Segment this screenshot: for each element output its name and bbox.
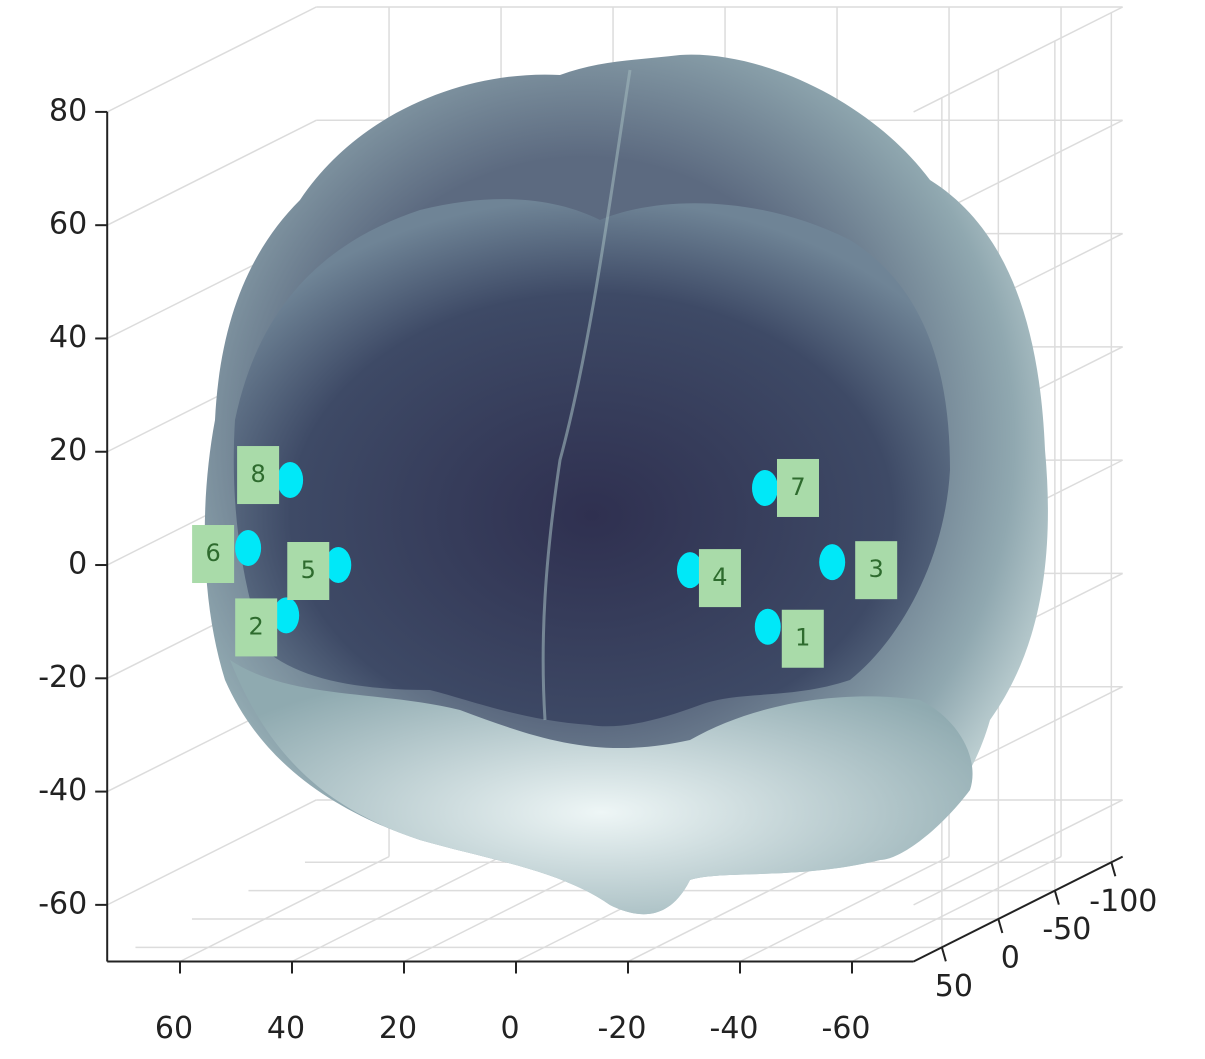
- grid-line: [739, 855, 950, 963]
- electrode: [277, 462, 304, 499]
- z-tick-label: 20: [49, 433, 87, 468]
- y-tick: [1053, 890, 1060, 905]
- grid-line: [291, 855, 502, 963]
- z-tick-label: 0: [68, 547, 87, 582]
- grid-line: [913, 6, 1123, 113]
- axes: -60 -40 -20 0 20 40 60 80 60 40 20 0 -20 -40 -60 50 0 -50…: [38, 93, 1157, 1046]
- electrode: [273, 597, 300, 634]
- x-tick-label: 60: [155, 1011, 193, 1046]
- z-tick-label: -60: [38, 886, 87, 921]
- y-tick-label: -50: [1042, 912, 1091, 947]
- y-tick-label: -100: [1089, 884, 1157, 919]
- electrode-label: 2: [249, 612, 264, 640]
- brain-surface: [204, 54, 1048, 915]
- y-tick: [1110, 862, 1117, 877]
- electrode: [751, 469, 778, 506]
- brain-lower: [230, 660, 973, 915]
- x-tick-label: 20: [379, 1011, 417, 1046]
- x-tick-label: -40: [710, 1011, 759, 1046]
- electrode-label-box: [235, 598, 278, 657]
- y-tick: [940, 947, 947, 962]
- y-tick: [997, 918, 1004, 934]
- grid-line: [106, 799, 317, 906]
- electrode: [819, 544, 846, 581]
- electrode: [754, 608, 781, 645]
- y-axis: [913, 855, 1124, 963]
- electrode: [325, 547, 352, 584]
- y-tick-label: 0: [1001, 940, 1020, 975]
- grid-line: [627, 855, 838, 963]
- electrode-label-box: [781, 609, 824, 668]
- grid-line: [179, 855, 390, 963]
- x-tick-label: -60: [822, 1011, 871, 1046]
- electrode-label: 5: [301, 556, 316, 584]
- x-tick-label: 40: [267, 1011, 305, 1046]
- z-tick-label: 40: [49, 320, 87, 355]
- brain-front: [233, 199, 950, 727]
- electrode-label: 3: [869, 555, 884, 583]
- electrode-label-box: [287, 542, 330, 601]
- electrodes: 1 2 3 4 5 6 7 8: [192, 446, 898, 668]
- brain-fissure: [541, 69, 632, 721]
- z-tick-label: -40: [38, 773, 87, 808]
- x-tick-label: -20: [598, 1011, 647, 1046]
- z-tick-label: -20: [38, 660, 87, 695]
- grid-line: [913, 799, 1123, 906]
- electrode-label-box: [855, 541, 898, 600]
- electrode: [235, 530, 262, 567]
- y-tick-label: 50: [935, 969, 973, 1004]
- x-tick-label: 0: [500, 1011, 519, 1046]
- electrode-label: 1: [795, 624, 810, 652]
- electrode-label: 7: [790, 473, 805, 501]
- z-tick-label: 80: [49, 93, 87, 128]
- grid-line: [851, 855, 1062, 963]
- electrode-label: 4: [712, 563, 727, 591]
- z-tick-label: 60: [49, 207, 87, 242]
- grid-line: [106, 6, 317, 113]
- electrode: [676, 552, 703, 589]
- electrode-label-box: [776, 458, 819, 517]
- electrode-label-box: [237, 446, 280, 505]
- electrode-label: 8: [250, 460, 265, 488]
- electrode-label-box: [698, 549, 741, 608]
- electrode-label: 6: [205, 539, 220, 567]
- grid-line: [106, 119, 317, 226]
- electrode-label-box: [192, 525, 235, 584]
